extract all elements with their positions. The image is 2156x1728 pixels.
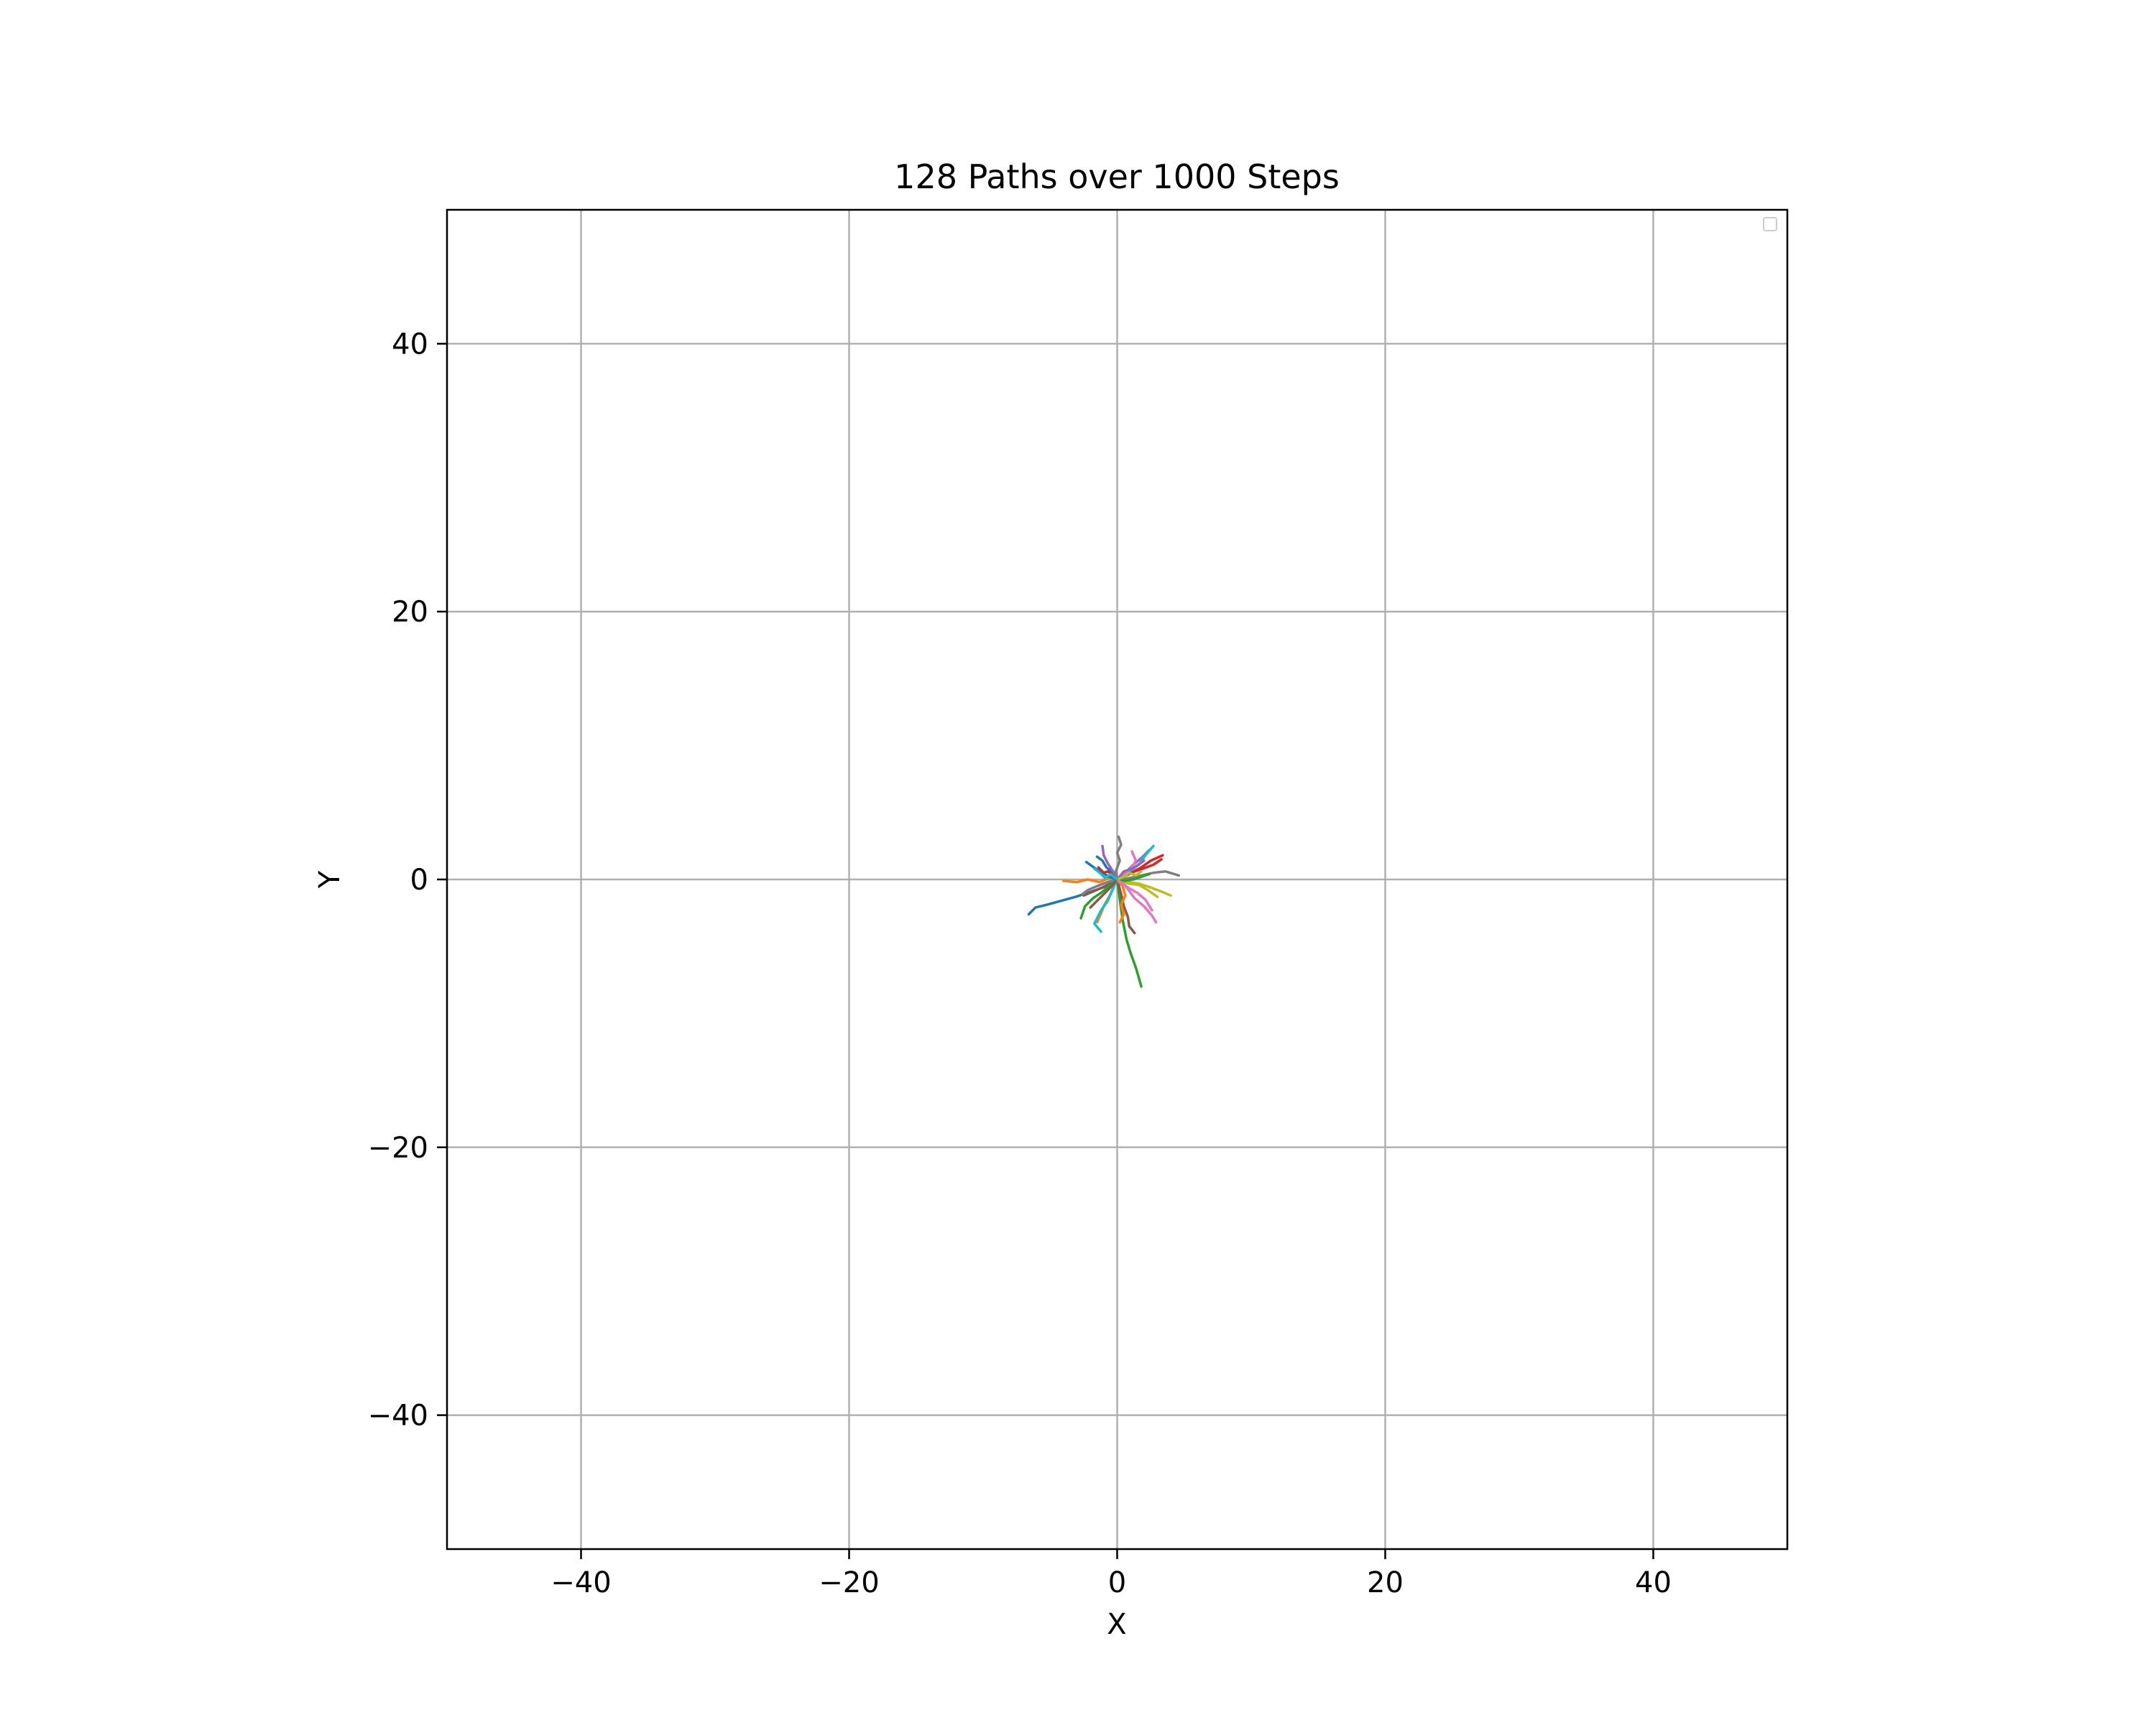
- x-tick-label: −40: [550, 1566, 611, 1599]
- path-line: [1115, 872, 1151, 882]
- path-line: [1115, 878, 1159, 898]
- path-line: [1115, 878, 1153, 912]
- y-tick-label: 40: [392, 328, 428, 361]
- path-line: [1079, 878, 1119, 920]
- path-line: [1093, 878, 1119, 933]
- path-line: [1089, 878, 1119, 909]
- y-axis-label: Y: [313, 870, 346, 889]
- x-tick-label: 0: [1108, 1566, 1126, 1599]
- x-tick-label: 20: [1367, 1566, 1404, 1599]
- path-line: [1093, 867, 1119, 881]
- x-tick-label: 40: [1635, 1566, 1672, 1599]
- legend-box: [1763, 217, 1777, 231]
- path-line: [1115, 859, 1146, 881]
- x-axis-label: X: [1107, 1608, 1126, 1641]
- path-line: [1114, 835, 1123, 881]
- x-tick-label: −20: [819, 1566, 879, 1599]
- chart-title: 128 Paths over 1000 Steps: [894, 157, 1340, 196]
- path-line: [1115, 870, 1143, 881]
- paths-layer: [1027, 835, 1181, 988]
- y-tick-label: −40: [368, 1400, 428, 1433]
- y-tick-label: −20: [368, 1132, 428, 1165]
- path-line: [1081, 878, 1119, 896]
- y-tick-label: 0: [410, 864, 428, 897]
- grid-lines: [447, 210, 1787, 1549]
- path-line: [1115, 878, 1127, 924]
- axis-ticks: −40 −20 0 20 40 −40 −20 0 20 40: [368, 328, 1672, 1599]
- y-tick-label: 20: [392, 596, 428, 629]
- path-line: [1115, 878, 1143, 988]
- path-line: [1115, 878, 1136, 935]
- path-line: [1101, 844, 1119, 881]
